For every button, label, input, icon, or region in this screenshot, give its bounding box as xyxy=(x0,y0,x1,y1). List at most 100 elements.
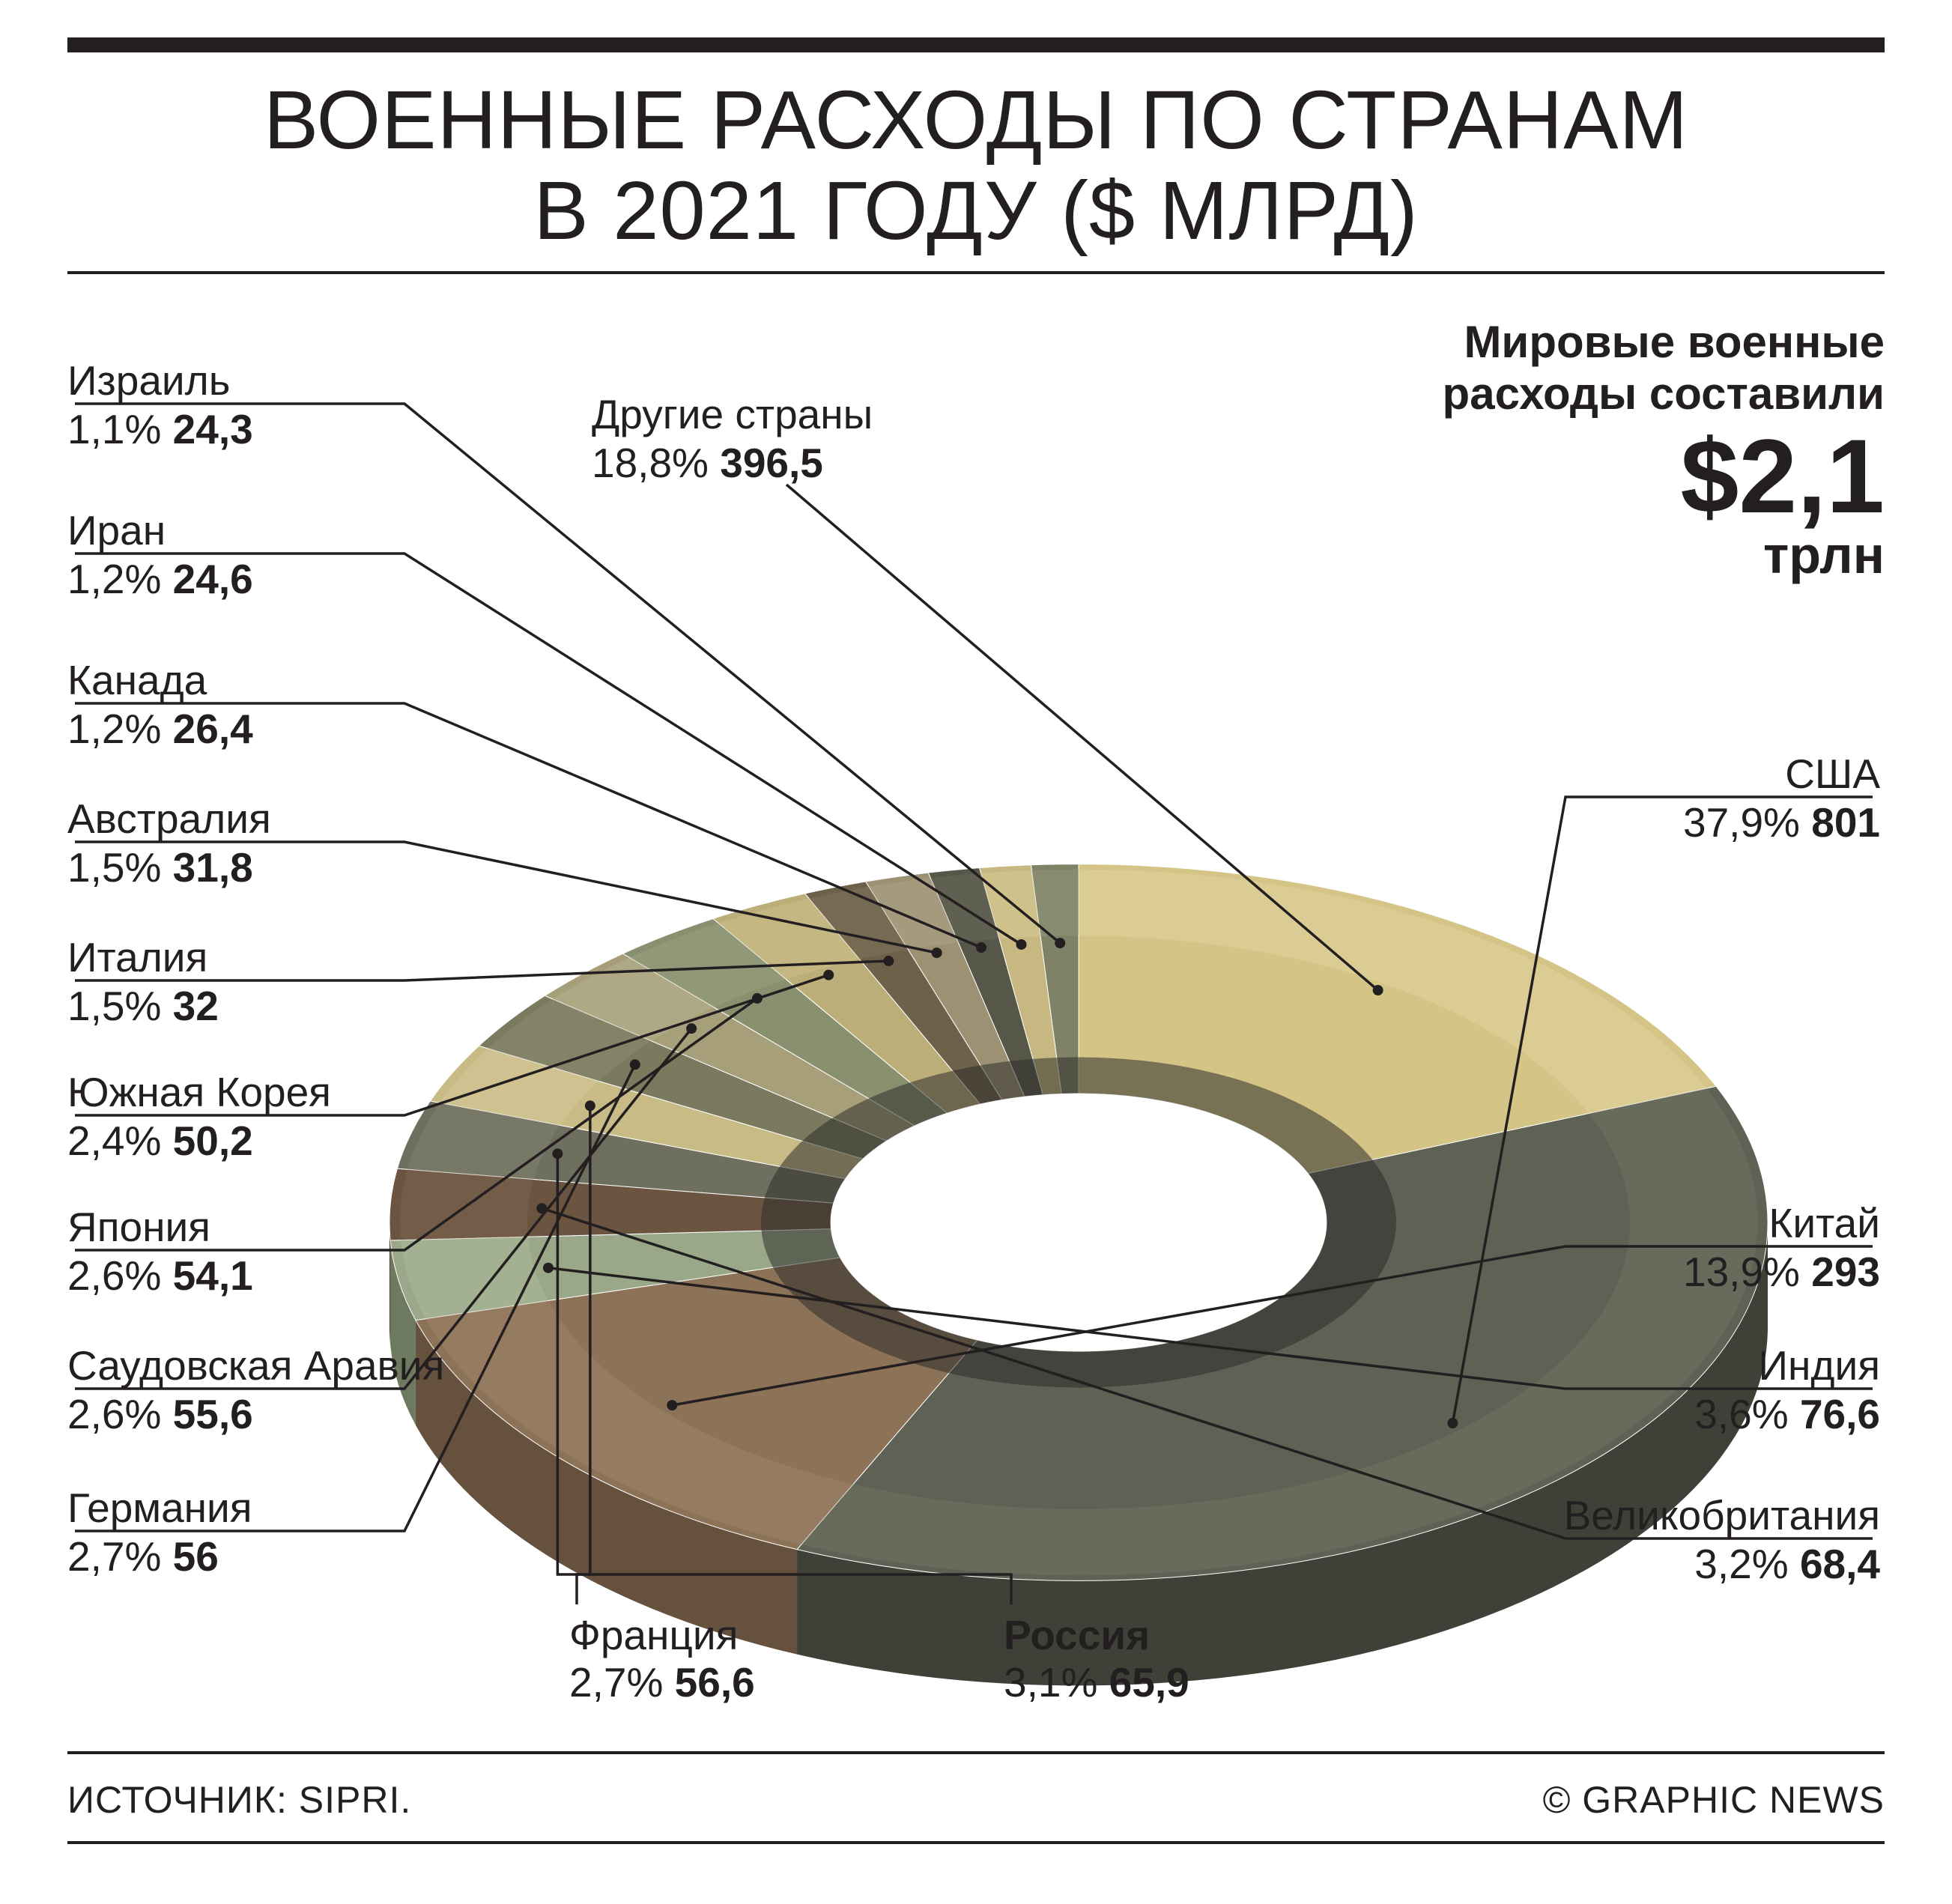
callout-val: 68,4 xyxy=(1800,1541,1880,1587)
callout-pct: 1,1% xyxy=(67,406,161,452)
callout-val: 24,3 xyxy=(173,406,253,452)
callout-pct: 3,2% xyxy=(1694,1541,1788,1587)
rule-top xyxy=(67,37,1885,52)
callout-row: 1,5% 31,8 xyxy=(67,844,271,891)
rule-bottom-2 xyxy=(67,1841,1885,1844)
callout-val: 56 xyxy=(173,1533,219,1580)
callout-row: Франция xyxy=(569,1612,755,1659)
callout-row: 1,2% 26,4 xyxy=(67,706,253,753)
callout-name: Франция xyxy=(569,1612,738,1658)
callout-val: 396,5 xyxy=(720,440,823,486)
infographic-page: ВОЕННЫЕ РАСХОДЫ ПО СТРАНАМ В 2021 ГОДУ (… xyxy=(0,0,1952,1904)
callout-row: 2,7% 56 xyxy=(67,1533,252,1580)
callout-uk: Великобритания3,2% 68,4 xyxy=(1564,1492,1880,1589)
callout-usa: США37,9% 801 xyxy=(1683,751,1880,847)
footer: ИСТОЧНИК: SIPRI. © GRAPHIC NEWS xyxy=(67,1778,1885,1822)
callout-val: 293 xyxy=(1811,1249,1880,1295)
callout-italy: Италия1,5% 32 xyxy=(67,934,219,1031)
callout-val: 54,1 xyxy=(173,1252,253,1299)
callout-row: 18,8% 396,5 xyxy=(592,440,873,487)
hole-top xyxy=(831,1094,1327,1351)
callout-val: 55,6 xyxy=(173,1391,253,1437)
callout-name: США xyxy=(1683,751,1880,798)
callout-canada: Канада1,2% 26,4 xyxy=(67,657,253,754)
callout-name: Канада xyxy=(67,657,253,704)
callout-name: Австралия xyxy=(67,795,271,843)
callout-row2: 2,7% 56,6 xyxy=(569,1659,755,1706)
callout-name: Великобритания xyxy=(1564,1492,1880,1539)
callout-row: Россия xyxy=(1004,1612,1189,1659)
callout-others: Другие страны18,8% 396,5 xyxy=(592,391,873,488)
chart-area: Другие страны18,8% 396,5 США37,9% 801 Кита… xyxy=(67,271,1885,1754)
callout-val: 65,9 xyxy=(1109,1659,1189,1706)
callout-russia: Россия3,1% 65,9 xyxy=(1004,1612,1189,1707)
callout-pct: 2,7% xyxy=(67,1533,161,1580)
callout-pct: 1,2% xyxy=(67,556,161,602)
slice-highlight-uk xyxy=(400,1169,534,1240)
callout-name: Япония xyxy=(67,1204,253,1251)
callout-pct: 1,5% xyxy=(67,844,161,891)
rule-bottom-1 xyxy=(67,1751,1885,1754)
callout-row: 1,1% 24,3 xyxy=(67,406,253,453)
callout-pct: 2,7% xyxy=(569,1659,663,1706)
title-line-2: В 2021 ГОДУ ($ МЛРД) xyxy=(67,166,1885,256)
callout-val: 26,4 xyxy=(173,706,253,752)
callout-pct: 1,2% xyxy=(67,706,161,752)
summary-unit: трлн xyxy=(1443,529,1885,581)
callout-pct: 2,6% xyxy=(67,1252,161,1299)
callout-name: Италия xyxy=(67,934,219,981)
callout-name: Иран xyxy=(67,507,253,554)
callout-india: Индия3,6% 76,6 xyxy=(1694,1342,1880,1439)
callout-name: Китай xyxy=(1683,1200,1880,1247)
callout-pct: 1,5% xyxy=(67,983,161,1029)
callout-pct: 3,1% xyxy=(1004,1659,1097,1706)
callout-row: 2,6% 55,6 xyxy=(67,1391,444,1438)
callout-val: 76,6 xyxy=(1800,1391,1880,1437)
callout-name: Индия xyxy=(1694,1342,1880,1389)
summary-line-1: Мировые военные xyxy=(1443,316,1885,368)
callout-val: 801 xyxy=(1811,799,1880,846)
callout-iran: Иран1,2% 24,6 xyxy=(67,507,253,604)
title-block: ВОЕННЫЕ РАСХОДЫ ПО СТРАНАМ В 2021 ГОДУ (… xyxy=(67,75,1885,256)
callout-name: Израиль xyxy=(67,357,253,404)
callout-val: 50,2 xyxy=(173,1118,253,1164)
title-line-1: ВОЕННЫЕ РАСХОДЫ ПО СТРАНАМ xyxy=(67,75,1885,166)
callout-name: Саудовская Аравия xyxy=(67,1342,444,1389)
callout-saudi: Саудовская Аравия2,6% 55,6 xyxy=(67,1342,444,1439)
callout-name: Германия xyxy=(67,1485,252,1532)
callout-israel: Израиль1,1% 24,3 xyxy=(67,357,253,454)
callout-val: 24,6 xyxy=(173,556,253,602)
callout-name: Южная Корея xyxy=(67,1069,331,1116)
callout-france: Франция2,7% 56,6 xyxy=(569,1612,755,1707)
callout-val: 31,8 xyxy=(173,844,253,891)
callout-name: Россия xyxy=(1004,1612,1150,1658)
callout-row: 1,5% 32 xyxy=(67,983,219,1030)
callout-val: 32 xyxy=(173,983,219,1029)
callout-germany: Германия2,7% 56 xyxy=(67,1485,252,1581)
callout-row: 13,9% 293 xyxy=(1683,1249,1880,1296)
callout-pct: 2,4% xyxy=(67,1118,161,1164)
callout-row: 3,2% 68,4 xyxy=(1564,1541,1880,1588)
summary-line-2: расходы составили xyxy=(1443,368,1885,419)
callout-val: 56,6 xyxy=(675,1659,755,1706)
callout-row: 2,4% 50,2 xyxy=(67,1118,331,1165)
callout-pct: 18,8% xyxy=(592,440,709,486)
credit-label: © GRAPHIC NEWS xyxy=(1543,1778,1885,1822)
callout-aus: Австралия1,5% 31,8 xyxy=(67,795,271,892)
callout-pct: 3,6% xyxy=(1694,1391,1788,1437)
callout-row2: 3,1% 65,9 xyxy=(1004,1659,1189,1706)
callout-pct: 37,9% xyxy=(1683,799,1800,846)
callout-row: 1,2% 24,6 xyxy=(67,556,253,603)
callout-row: 3,6% 76,6 xyxy=(1694,1391,1880,1438)
callout-pct: 2,6% xyxy=(67,1391,161,1437)
callout-skorea: Южная Корея2,4% 50,2 xyxy=(67,1069,331,1165)
callout-row: 2,6% 54,1 xyxy=(67,1252,253,1300)
summary-block: Мировые военныерасходы составили$2,1трлн xyxy=(1443,316,1885,581)
source-label: ИСТОЧНИК: SIPRI. xyxy=(67,1778,411,1822)
callout-row: 37,9% 801 xyxy=(1683,799,1880,846)
callout-japan: Япония2,6% 54,1 xyxy=(67,1204,253,1300)
callout-name: Другие страны xyxy=(592,391,873,438)
callout-pct: 13,9% xyxy=(1683,1249,1800,1295)
summary-value: $2,1 xyxy=(1443,424,1885,529)
callout-china: Китай13,9% 293 xyxy=(1683,1200,1880,1297)
